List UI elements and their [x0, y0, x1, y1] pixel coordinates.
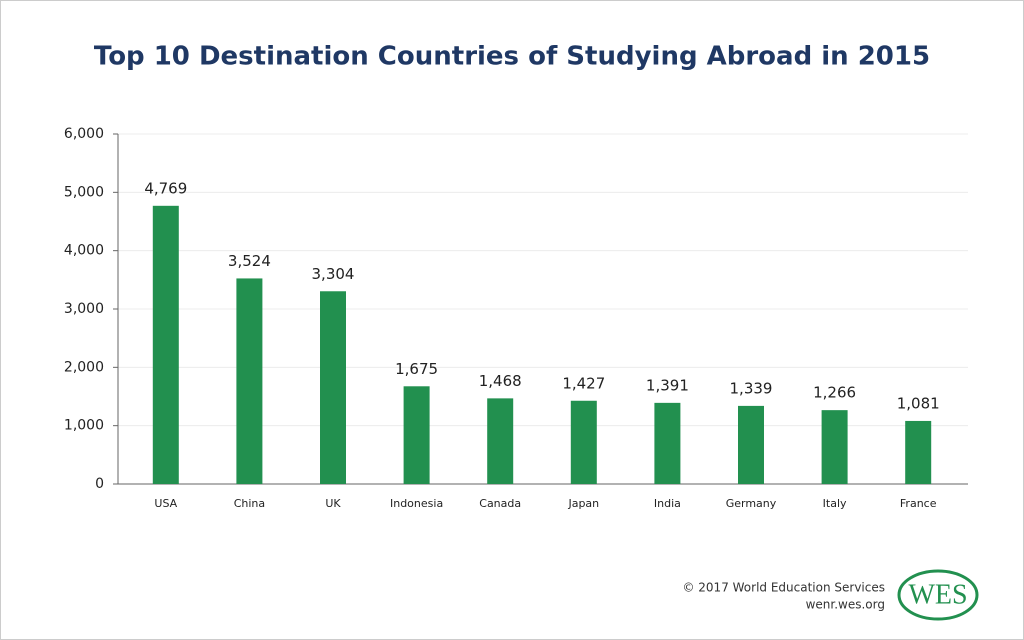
- value-label: 1,339: [730, 379, 773, 397]
- logo-ring: [897, 569, 979, 621]
- y-tick-label: 6,000: [64, 126, 104, 142]
- bar: [738, 405, 764, 484]
- y-tick-label: 4,000: [64, 243, 104, 259]
- y-tick-label: 3,000: [64, 301, 104, 317]
- logo: WES: [908, 579, 967, 610]
- value-label: 1,675: [395, 360, 438, 378]
- bar: [403, 386, 430, 484]
- bar: [905, 420, 932, 484]
- x-tick-label: India: [654, 497, 681, 510]
- x-tick-label: Italy: [823, 497, 847, 510]
- value-label: 1,468: [479, 372, 522, 390]
- x-tick-label: Indonesia: [390, 497, 443, 510]
- bar: [152, 205, 179, 484]
- x-tick-label: Japan: [567, 497, 599, 510]
- value-label: 1,266: [813, 384, 856, 402]
- bar: [236, 278, 263, 484]
- x-tick-label: UK: [325, 497, 341, 510]
- value-label: 3,304: [312, 265, 355, 283]
- bar: [487, 398, 514, 484]
- value-label: 1,427: [562, 374, 605, 392]
- bar: [654, 402, 681, 484]
- value-label: 1,081: [897, 394, 940, 412]
- x-tick-label: China: [234, 497, 265, 510]
- value-label: 1,391: [646, 376, 689, 394]
- bar: [570, 400, 597, 484]
- bar: [821, 410, 848, 484]
- y-tick-label: 0: [95, 476, 104, 492]
- y-tick-label: 2,000: [64, 359, 104, 375]
- copyright: © 2017 World Education Services: [682, 581, 885, 595]
- x-tick-label: Germany: [726, 497, 777, 510]
- x-tick-label: USA: [154, 497, 177, 510]
- value-label: 3,524: [228, 252, 271, 270]
- value-label: 4,769: [144, 179, 187, 197]
- chart-title: Top 10 Destination Countries of Studying…: [94, 42, 930, 72]
- bar: [320, 291, 346, 484]
- source-url: wenr.wes.org: [806, 598, 885, 612]
- y-tick-label: 1,000: [64, 418, 104, 434]
- y-tick-label: 5,000: [64, 184, 104, 200]
- x-tick-label: France: [900, 497, 937, 510]
- x-tick-label: Canada: [479, 497, 521, 510]
